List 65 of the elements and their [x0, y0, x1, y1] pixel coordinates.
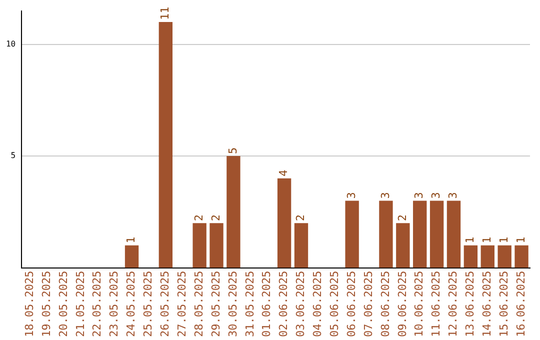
bar [124, 245, 139, 268]
x-tick-label: 31.05.2025 [243, 270, 256, 338]
bar [396, 223, 410, 268]
x-tick-label: 28.05.2025 [192, 270, 206, 338]
data-label: 3 [378, 192, 392, 199]
bar [345, 200, 359, 268]
bar [379, 200, 393, 268]
data-label: 1 [464, 236, 477, 244]
x-tick-label: 16.06.2025 [514, 270, 528, 338]
data-label: 2 [294, 214, 308, 222]
bar [277, 178, 292, 268]
x-tick-label: 21.05.2025 [74, 270, 87, 338]
x-tick-label: 14.06.2025 [480, 270, 494, 338]
data-label: 2 [209, 214, 222, 222]
data-label: 4 [277, 169, 290, 176]
data-label: 5 [226, 147, 240, 154]
x-tick-label: 18.05.2025 [22, 270, 36, 338]
bar [446, 200, 461, 268]
x-tick-label: 29.05.2025 [209, 270, 222, 338]
bar [430, 200, 444, 268]
x-tick-label: 01.06.2025 [260, 270, 274, 338]
data-label: 3 [446, 192, 460, 199]
data-label: 2 [396, 214, 409, 222]
bar [294, 223, 308, 268]
x-tick-label: 13.06.2025 [464, 270, 477, 338]
x-tick-label: 08.06.2025 [378, 270, 392, 338]
x-tick-label: 06.06.2025 [344, 270, 358, 338]
data-label: 1 [514, 236, 528, 244]
data-label: 2 [192, 214, 206, 222]
x-tick-label: 12.06.2025 [446, 270, 460, 338]
data-label: 3 [412, 192, 426, 199]
x-tick-label: 26.05.2025 [158, 270, 172, 338]
x-tick-label: 07.06.2025 [362, 270, 375, 338]
bar [480, 245, 494, 268]
bar [210, 223, 224, 268]
x-tick-label: 09.06.2025 [396, 270, 409, 338]
x-tick-label: 19.05.2025 [40, 270, 53, 338]
data-label: 3 [344, 192, 358, 199]
x-tick-label: 15.06.2025 [497, 270, 510, 338]
x-tick-label: 22.05.2025 [90, 270, 104, 338]
x-tick-label: 27.05.2025 [175, 270, 188, 338]
bar [498, 245, 512, 268]
x-tick-label: 30.05.2025 [226, 270, 240, 338]
bar [514, 245, 528, 268]
x-tick-label: 11.06.2025 [430, 270, 443, 338]
x-tick-label: 20.05.2025 [56, 270, 70, 338]
data-label: 1 [124, 236, 138, 244]
bar [464, 245, 478, 268]
data-label: 1 [497, 236, 510, 244]
bar [413, 200, 427, 268]
x-tick-label: 02.06.2025 [277, 270, 290, 338]
x-tick-label: 04.06.2025 [311, 270, 324, 338]
x-tick-label: 23.05.2025 [108, 270, 121, 338]
y-tick-label: 10 [6, 39, 16, 48]
x-tick-label: 03.06.2025 [294, 270, 308, 338]
x-tick-label: 10.06.2025 [412, 270, 426, 338]
bar [158, 22, 173, 268]
data-label: 1 [480, 236, 494, 244]
bar [226, 156, 240, 268]
data-label: 11 [158, 6, 172, 20]
x-tick-label: 24.05.2025 [124, 270, 138, 338]
bar [192, 223, 206, 268]
data-label: 3 [430, 192, 443, 199]
x-tick-label: 05.06.2025 [328, 270, 341, 338]
x-tick-label: 25.05.2025 [142, 270, 155, 338]
